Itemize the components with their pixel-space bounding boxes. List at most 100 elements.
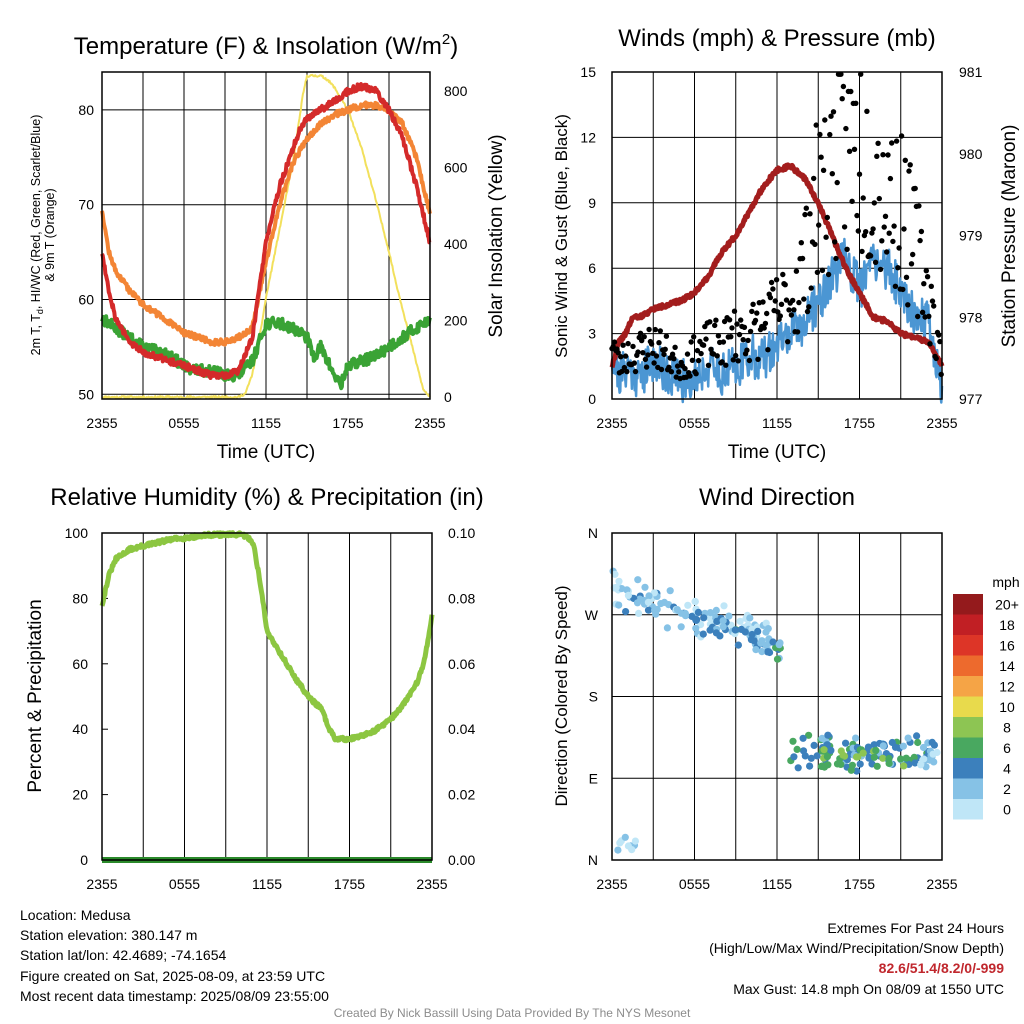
gust-point — [755, 356, 761, 362]
gust-point — [867, 253, 874, 259]
chart-title: Wind Direction — [699, 484, 855, 511]
x-axis-label: Time (UTC) — [728, 442, 827, 463]
y-tick-label: S — [589, 689, 598, 705]
direction-point — [805, 731, 813, 739]
gust-point — [694, 347, 701, 354]
humidity-line — [99, 530, 435, 744]
gust-point — [788, 312, 795, 318]
direction-point — [644, 606, 653, 614]
gust-point — [625, 340, 631, 347]
direction-point — [706, 609, 715, 617]
gust-point — [822, 117, 828, 123]
insolation-line — [101, 73, 431, 400]
gust-point — [658, 366, 665, 373]
x-tick-label: 1755 — [334, 876, 365, 892]
y-tick-label: 0 — [588, 391, 596, 407]
gust-point — [666, 364, 672, 370]
gust-point — [892, 283, 899, 289]
y2-tick-label: 0.08 — [448, 590, 475, 606]
legend-swatch — [953, 758, 983, 779]
gust-point — [618, 354, 624, 360]
gust-point — [767, 294, 774, 301]
gust-point — [785, 339, 791, 345]
gust-point — [933, 355, 939, 362]
gust-point — [906, 168, 912, 174]
y2-axis-label: Solar Insolation (Yellow) — [486, 134, 507, 337]
gust-point — [859, 248, 865, 255]
gust-point — [645, 352, 651, 358]
direction-point — [919, 743, 928, 752]
y2-tick-label: 800 — [444, 83, 468, 99]
gust-point — [646, 326, 652, 333]
legend-swatch — [953, 717, 983, 738]
direction-point — [736, 617, 744, 625]
gust-point — [700, 342, 707, 348]
gust-point — [663, 333, 670, 339]
legend-label: 0 — [1003, 801, 1011, 817]
gust-point — [841, 224, 848, 230]
y-tick-label: 60 — [72, 656, 88, 672]
gust-point — [886, 230, 892, 236]
direction-point — [888, 738, 896, 747]
direction-point — [842, 739, 850, 747]
direction-point — [879, 742, 887, 750]
direction-point — [716, 632, 724, 640]
x-tick-label: 1155 — [762, 415, 792, 431]
gust-point — [768, 279, 775, 286]
gust-point — [650, 350, 656, 356]
gust-point — [772, 298, 778, 304]
y2-tick-label: 0.10 — [448, 525, 475, 541]
direction-point — [750, 637, 758, 645]
gust-point — [730, 357, 736, 363]
gust-point — [870, 226, 876, 232]
y-tick-label: 40 — [72, 721, 88, 737]
y2-tick-label: 200 — [444, 313, 468, 329]
gust-point — [898, 133, 905, 139]
gust-point — [804, 308, 811, 315]
gust-point — [799, 255, 806, 262]
direction-point — [904, 734, 912, 742]
gust-point — [803, 205, 809, 211]
direction-point — [820, 746, 828, 754]
direction-point — [700, 614, 708, 622]
gust-point — [715, 333, 722, 339]
gust-point — [657, 328, 663, 334]
gust-point — [705, 362, 712, 368]
gust-point — [816, 222, 822, 228]
gust-point — [874, 153, 880, 159]
legend-swatch — [953, 799, 983, 820]
direction-point — [806, 762, 814, 770]
gust-point — [651, 360, 657, 366]
direction-point — [650, 589, 659, 597]
gust-point — [671, 356, 677, 362]
gust-point — [808, 285, 814, 291]
chart-title: Winds (mph) & Pressure (mb) — [618, 25, 935, 52]
gust-point — [731, 308, 738, 314]
chart-panel-temp: 2355 0555 1155 1755 235550607080020040060080… — [29, 31, 507, 463]
direction-point — [699, 630, 707, 638]
legend-swatch — [953, 737, 983, 758]
gust-point — [848, 88, 854, 95]
gust-point — [796, 299, 802, 306]
gust-point — [770, 286, 776, 292]
pressure-line — [609, 162, 945, 368]
gust-point — [849, 198, 855, 204]
y-tick-label: 6 — [588, 260, 596, 276]
direction-point — [899, 742, 908, 750]
direction-point — [900, 762, 908, 770]
gust-point — [775, 309, 781, 315]
gust-point — [851, 146, 858, 152]
dewpoint-line — [100, 314, 432, 391]
title-close: ) — [450, 33, 458, 60]
direction-point — [752, 646, 760, 654]
gust-point — [778, 301, 785, 307]
max-gust-text: Max Gust: 14.8 mph On 08/09 at 1550 UTC — [733, 980, 1004, 997]
y-tick-label: 3 — [588, 326, 596, 342]
x-tick-label: 0555 — [169, 876, 200, 892]
direction-point — [706, 626, 714, 634]
direction-point — [885, 754, 893, 763]
direction-point — [837, 747, 845, 755]
direction-point — [911, 759, 919, 767]
x-tick-label: 2355 — [414, 415, 445, 431]
gust-point — [910, 251, 916, 258]
